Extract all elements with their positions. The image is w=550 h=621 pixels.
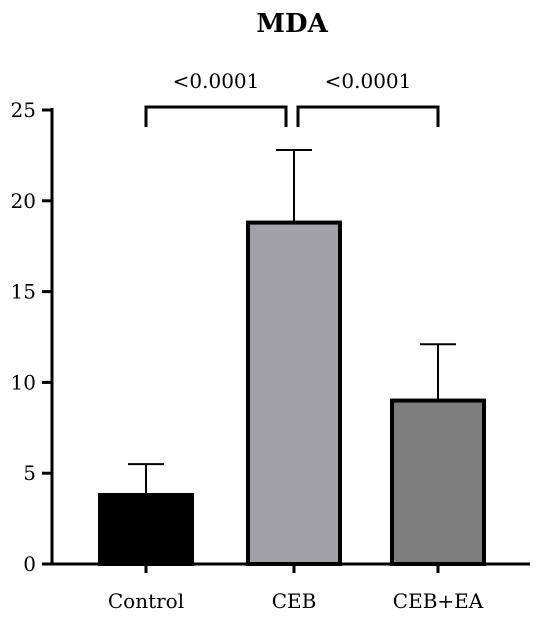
significance-label-2: <0.0001 <box>325 69 412 93</box>
y-tick-label: 10 <box>11 370 36 394</box>
bar-control <box>98 492 194 567</box>
significance-bracket-2 <box>296 105 440 127</box>
plot-area: 0 5 10 15 20 25 Control CEB CEB+EA <0.0001 <0.0001 <box>11 69 530 613</box>
y-tick-label: 25 <box>11 98 36 122</box>
x-tick-label: Control <box>108 589 184 613</box>
y-tick-label: 5 <box>23 461 36 485</box>
significance-label-1: <0.0001 <box>173 69 260 93</box>
chart-title: MDA <box>256 9 328 39</box>
bar-ceb <box>246 220 342 566</box>
y-tick-label: 20 <box>11 189 36 213</box>
bar-ceb-ea <box>390 398 486 566</box>
significance-bracket-1 <box>144 105 288 127</box>
x-tick-label: CEB+EA <box>393 589 484 613</box>
y-tick-label: 0 <box>23 552 36 576</box>
x-tick-label: CEB <box>272 589 317 613</box>
y-tick-label: 15 <box>11 280 36 304</box>
